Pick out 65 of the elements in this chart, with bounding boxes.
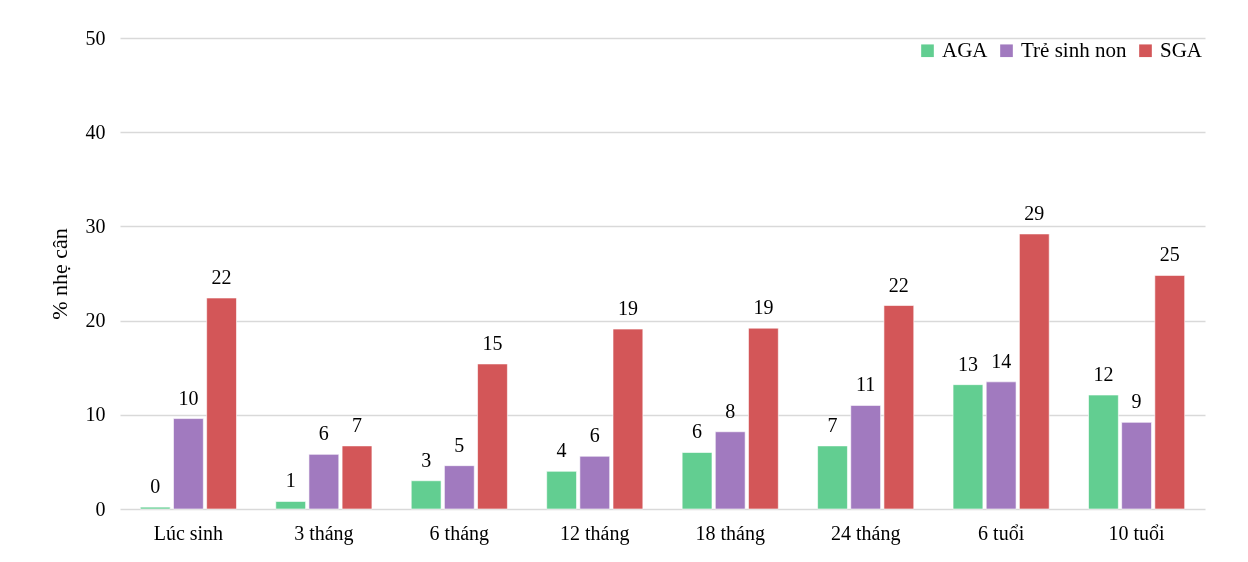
legend-label: Trẻ sinh non (1021, 37, 1127, 62)
data-label: 7 (827, 413, 838, 436)
data-label: 6 (589, 424, 600, 447)
x-tick-label: Lúc sinh (153, 521, 224, 544)
bar (410, 480, 442, 510)
data-label: 6 (692, 420, 703, 443)
y-axis-title: % nhẹ cân (46, 228, 72, 320)
data-label: 10 (178, 386, 199, 409)
bar (1088, 394, 1119, 510)
y-tick-label: 40 (85, 120, 106, 143)
data-label: 22 (211, 265, 232, 288)
x-tick-label: 6 tháng (429, 521, 490, 545)
bar (1154, 274, 1186, 510)
y-tick-label: 10 (85, 403, 106, 426)
data-label: 13 (957, 352, 978, 375)
data-label: 0 (150, 475, 161, 498)
x-tick-label: 10 tuổi (1108, 521, 1166, 544)
bar (477, 363, 508, 510)
x-tick-label: 12 tháng (560, 521, 630, 545)
data-label: 5 (454, 433, 465, 456)
bar (579, 455, 611, 510)
data-label: 29 (1024, 201, 1045, 224)
data-label: 4 (556, 439, 567, 462)
bar (985, 381, 1017, 510)
data-label: 15 (482, 331, 503, 354)
y-tick-label: 50 (85, 26, 106, 49)
data-label: 6 (318, 422, 329, 445)
x-tick-label: 3 tháng (294, 521, 354, 545)
bar (443, 465, 475, 510)
legend-label: SGA (1160, 37, 1203, 62)
bar (817, 445, 848, 510)
data-label: 3 (421, 448, 432, 471)
bar (341, 445, 373, 510)
bar (883, 305, 915, 510)
bar (308, 453, 340, 510)
bar (850, 404, 882, 510)
bar (612, 328, 644, 510)
x-tick-label: 24 tháng (830, 521, 901, 545)
data-label: 8 (725, 399, 736, 422)
y-tick-label: 20 (85, 309, 106, 332)
bar (1121, 421, 1153, 510)
bar (747, 327, 779, 510)
bar (172, 418, 204, 510)
data-label: 19 (617, 297, 638, 320)
bar (546, 470, 578, 510)
data-label: 22 (888, 273, 909, 296)
bar (275, 500, 307, 510)
x-tick-label: 6 tuổi (978, 521, 1025, 544)
data-label: 1 (285, 469, 296, 492)
data-label: 19 (753, 296, 774, 319)
bar (206, 297, 237, 510)
data-label: 25 (1159, 243, 1180, 266)
bar (681, 451, 713, 510)
bar (1018, 233, 1050, 510)
y-tick-label: 0 (95, 497, 106, 520)
bar (714, 431, 746, 510)
x-tick-label: 18 tháng (695, 521, 765, 545)
bar (952, 384, 984, 510)
data-label: 9 (1131, 390, 1142, 413)
data-label: 11 (856, 373, 876, 396)
data-label: 12 (1093, 363, 1114, 386)
data-label: 7 (352, 413, 363, 436)
data-label: 14 (991, 349, 1012, 372)
legend-label: AGA (942, 37, 989, 62)
y-tick-label: 30 (85, 214, 106, 237)
